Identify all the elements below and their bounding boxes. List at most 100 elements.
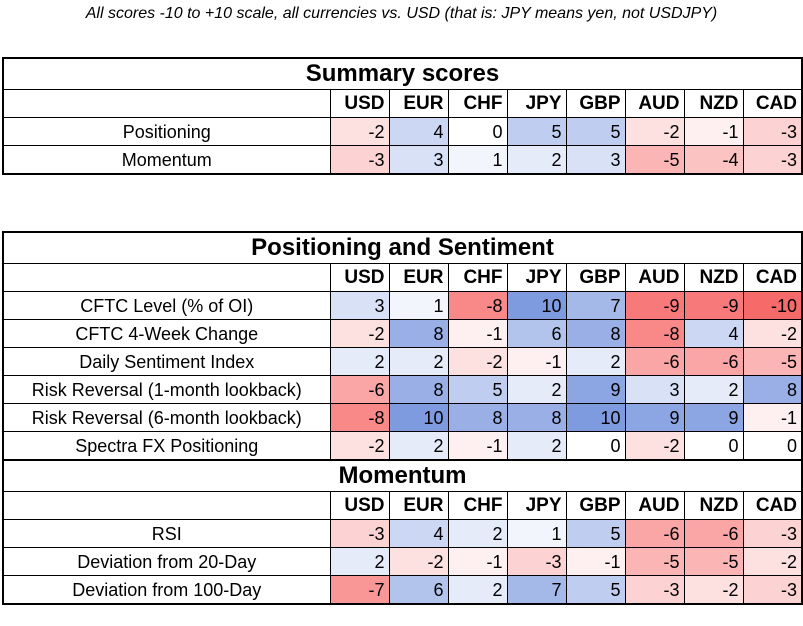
- caption: All scores -10 to +10 scale, all currenc…: [85, 5, 718, 22]
- score-cell-usd: -2: [329, 431, 390, 461]
- score-cell-gbp: 10: [565, 403, 626, 432]
- score-cell-gbp: 3: [565, 145, 626, 175]
- score-cell-jpy: 6: [506, 319, 567, 348]
- row-label: CFTC Level (% of OI): [2, 291, 331, 320]
- score-cell-eur: 2: [388, 431, 449, 461]
- column-header-eur: EUR: [388, 263, 449, 292]
- score-cell-usd: -6: [329, 375, 390, 404]
- column-header-jpy: JPY: [506, 263, 567, 292]
- score-cell-nzd: -4: [683, 145, 744, 175]
- row-label: Deviation from 100-Day: [2, 575, 331, 605]
- score-cell-jpy: 1: [506, 519, 567, 548]
- score-cell-cad: -3: [742, 519, 803, 548]
- column-header-cad: CAD: [742, 263, 803, 292]
- column-header-usd: USD: [329, 89, 390, 118]
- column-header-nzd: NZD: [683, 491, 744, 520]
- summary-header-row: USD EUR CHF JPY GBP AUD NZD CAD: [2, 89, 803, 118]
- score-cell-chf: -8: [447, 291, 508, 320]
- score-cell-aud: -6: [624, 519, 685, 548]
- score-cell-cad: -2: [742, 319, 803, 348]
- score-cell-aud: -6: [624, 347, 685, 376]
- score-cell-nzd: 2: [683, 375, 744, 404]
- positioning-sentiment-title: Positioning and Sentiment: [2, 231, 803, 264]
- score-cell-nzd: 9: [683, 403, 744, 432]
- score-cell-eur: 4: [388, 519, 449, 548]
- score-cell-chf: 8: [447, 403, 508, 432]
- score-cell-cad: -3: [742, 145, 803, 175]
- score-cell-usd: 2: [329, 547, 390, 576]
- score-cell-usd: -8: [329, 403, 390, 432]
- table-row: Spectra FX Positioning -2 2 -1 2 0 -2 0 0: [2, 431, 803, 461]
- score-cell-aud: -3: [624, 575, 685, 605]
- table-row: Deviation from 100-Day -7 6 2 7 5 -3 -2 -3: [2, 575, 803, 605]
- column-header-eur: EUR: [388, 89, 449, 118]
- row-label: Positioning: [2, 117, 331, 146]
- column-header-cad: CAD: [742, 89, 803, 118]
- score-cell-gbp: 0: [565, 431, 626, 461]
- column-header-jpy: JPY: [506, 89, 567, 118]
- score-cell-chf: 2: [447, 575, 508, 605]
- column-header-nzd: NZD: [683, 263, 744, 292]
- positioning-header-row: USD EUR CHF JPY GBP AUD NZD CAD: [2, 263, 803, 292]
- table-row: Daily Sentiment Index 2 2 -2 -1 2 -6 -6 -5: [2, 347, 803, 376]
- column-header-nzd: NZD: [683, 89, 744, 118]
- score-cell-jpy: -1: [506, 347, 567, 376]
- score-cell-nzd: -5: [683, 547, 744, 576]
- score-cell-nzd: 0: [683, 431, 744, 461]
- score-cell-gbp: 2: [565, 347, 626, 376]
- score-cell-gbp: 7: [565, 291, 626, 320]
- score-cell-nzd: 4: [683, 319, 744, 348]
- score-cell-eur: 6: [388, 575, 449, 605]
- column-header-aud: AUD: [624, 89, 685, 118]
- column-header-cad: CAD: [742, 491, 803, 520]
- score-cell-gbp: 5: [565, 519, 626, 548]
- column-header-aud: AUD: [624, 263, 685, 292]
- score-cell-usd: 3: [329, 291, 390, 320]
- score-cell-aud: -5: [624, 145, 685, 175]
- score-cell-chf: -1: [447, 431, 508, 461]
- table-row: Risk Reversal (6-month lookback) -8 10 8 8 10…: [2, 403, 803, 432]
- score-cell-aud: -8: [624, 319, 685, 348]
- row-label: Risk Reversal (1-month lookback): [2, 375, 331, 404]
- score-cell-chf: 0: [447, 117, 508, 146]
- column-header-chf: CHF: [447, 491, 508, 520]
- score-cell-cad: -5: [742, 347, 803, 376]
- score-cell-gbp: 5: [565, 117, 626, 146]
- row-label: Risk Reversal (6-month lookback): [2, 403, 331, 432]
- score-cell-chf: 5: [447, 375, 508, 404]
- score-cell-aud: -2: [624, 117, 685, 146]
- score-cell-chf: 2: [447, 519, 508, 548]
- score-cell-gbp: 8: [565, 319, 626, 348]
- row-label: Momentum: [2, 145, 331, 175]
- score-cell-usd: -2: [329, 319, 390, 348]
- score-cell-gbp: 5: [565, 575, 626, 605]
- positioning-momentum-table: Positioning and Sentiment USD EUR CHF JPY GB…: [2, 231, 803, 605]
- table-row: CFTC 4-Week Change -2 8 -1 6 8 -8 4 -2: [2, 319, 803, 348]
- table-row: Positioning -2 4 0 5 5 -2 -1 -3: [2, 117, 803, 146]
- row-label: CFTC 4-Week Change: [2, 319, 331, 348]
- column-header-gbp: GBP: [565, 491, 626, 520]
- momentum-title: Momentum: [2, 459, 803, 492]
- score-cell-nzd: -2: [683, 575, 744, 605]
- column-header-chf: CHF: [447, 89, 508, 118]
- score-cell-eur: 4: [388, 117, 449, 146]
- column-header-jpy: JPY: [506, 491, 567, 520]
- score-cell-eur: 2: [388, 347, 449, 376]
- score-cell-aud: -2: [624, 431, 685, 461]
- score-cell-usd: -7: [329, 575, 390, 605]
- score-cell-gbp: 9: [565, 375, 626, 404]
- score-cell-eur: 3: [388, 145, 449, 175]
- score-cell-usd: 2: [329, 347, 390, 376]
- header-blank-cell: [2, 263, 331, 292]
- score-cell-nzd: -1: [683, 117, 744, 146]
- row-label: Spectra FX Positioning: [2, 431, 331, 461]
- score-cell-usd: -3: [329, 145, 390, 175]
- summary-scores-title: Summary scores: [2, 57, 803, 90]
- score-cell-usd: -2: [329, 117, 390, 146]
- score-cell-aud: 3: [624, 375, 685, 404]
- score-cell-jpy: 7: [506, 575, 567, 605]
- score-cell-chf: 1: [447, 145, 508, 175]
- score-cell-cad: -10: [742, 291, 803, 320]
- score-cell-usd: -3: [329, 519, 390, 548]
- table-row: Momentum -3 3 1 2 3 -5 -4 -3: [2, 145, 803, 175]
